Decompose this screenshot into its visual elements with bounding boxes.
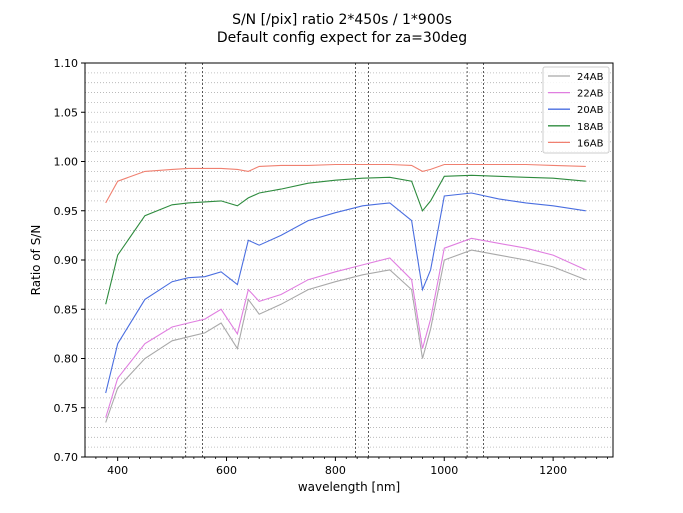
y-tick-label: 0.95	[54, 205, 79, 218]
legend-label: 16AB	[577, 138, 604, 149]
legend-label: 24AB	[577, 72, 604, 83]
x-axis-label: wavelength [nm]	[298, 480, 400, 494]
y-axis: 0.70 0.75 0.80 0.85 0.90 0.95 1.00 1.05 1.10	[54, 57, 85, 464]
y-tick-label: 1.00	[54, 156, 79, 169]
series-line-16AB	[105, 163, 586, 204]
y-tick-label: 0.85	[54, 303, 79, 316]
legend-label: 20AB	[577, 105, 604, 116]
legend: 24AB 22AB 20AB 18AB 16AB	[542, 66, 610, 154]
x-tick-label: 1000	[430, 464, 458, 477]
chart-subtitle: Default config expect for za=30deg	[217, 30, 467, 46]
chart-title: S/N [/pix] ratio 2*450s / 1*900s	[232, 12, 452, 28]
series-layer	[105, 163, 587, 423]
series-line-18AB	[105, 174, 586, 305]
x-tick-label: 1200	[539, 464, 567, 477]
y-tick-label: 0.70	[54, 451, 79, 464]
legend-label: 22AB	[577, 89, 604, 100]
x-axis: 400 600 800 1000 1200	[95, 457, 608, 477]
x-tick-label: 600	[216, 464, 237, 477]
series-line-20AB	[105, 192, 586, 394]
y-tick-label: 1.05	[54, 106, 79, 119]
x-tick-label: 800	[325, 464, 346, 477]
minor-grid	[85, 72, 613, 448]
y-tick-label: 0.80	[54, 353, 79, 366]
legend-box	[542, 66, 610, 154]
y-tick-label: 0.90	[54, 254, 79, 267]
legend-label: 18AB	[577, 122, 604, 133]
y-tick-label: 0.75	[54, 402, 79, 415]
x-tick-label: 400	[107, 464, 128, 477]
series-line-22AB	[105, 237, 587, 418]
series-line-24AB	[105, 249, 587, 423]
vertical-markers	[185, 63, 484, 457]
y-axis-label: Ratio of S/N	[29, 225, 43, 296]
y-tick-label: 1.10	[54, 57, 79, 70]
